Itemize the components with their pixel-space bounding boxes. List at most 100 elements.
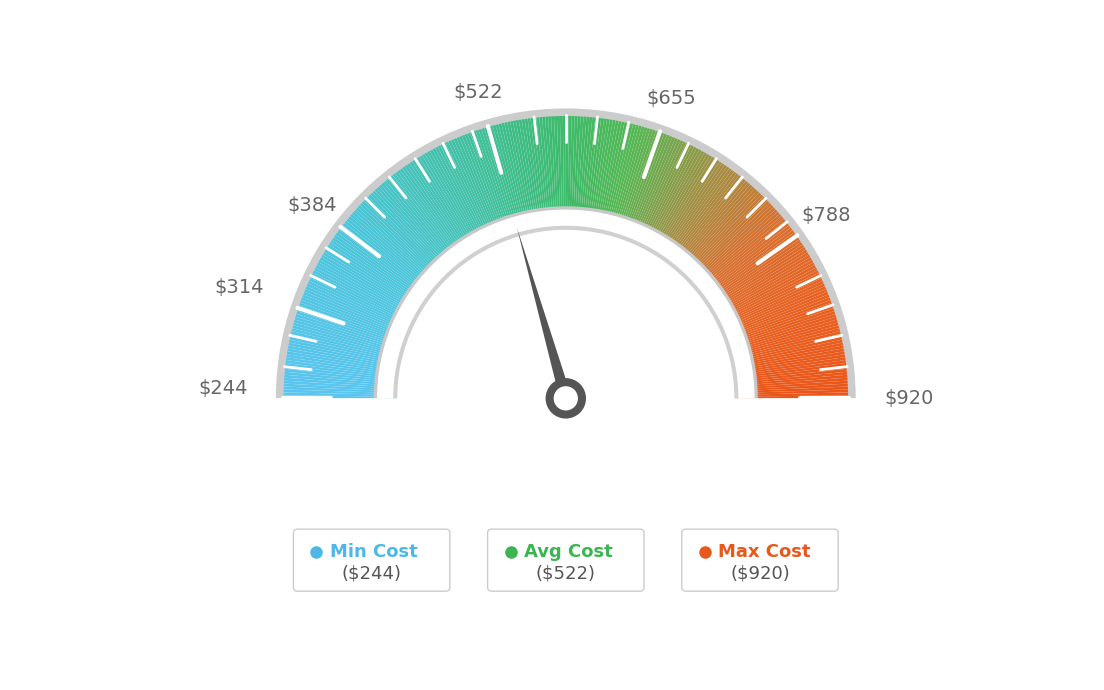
Wedge shape <box>350 213 437 288</box>
Wedge shape <box>605 123 634 233</box>
Wedge shape <box>304 288 410 334</box>
Wedge shape <box>612 126 645 235</box>
Wedge shape <box>465 133 507 239</box>
Wedge shape <box>681 190 760 275</box>
Wedge shape <box>654 156 715 254</box>
Wedge shape <box>603 122 630 233</box>
Wedge shape <box>311 273 414 324</box>
Wedge shape <box>594 119 616 231</box>
Wedge shape <box>287 348 399 370</box>
Wedge shape <box>459 135 503 241</box>
Wedge shape <box>435 146 489 248</box>
Wedge shape <box>715 264 817 319</box>
Wedge shape <box>300 297 407 339</box>
Wedge shape <box>293 319 403 353</box>
Wedge shape <box>450 139 498 243</box>
Wedge shape <box>554 115 561 228</box>
Text: ($920): ($920) <box>730 564 789 582</box>
Wedge shape <box>330 239 425 304</box>
Wedge shape <box>521 118 541 230</box>
Wedge shape <box>713 257 813 315</box>
Wedge shape <box>597 120 622 232</box>
Wedge shape <box>470 131 510 239</box>
Wedge shape <box>416 156 478 254</box>
Wedge shape <box>675 180 749 268</box>
Wedge shape <box>487 126 520 235</box>
Wedge shape <box>412 159 475 256</box>
Wedge shape <box>676 182 751 270</box>
Wedge shape <box>588 118 607 230</box>
Wedge shape <box>429 149 486 250</box>
Wedge shape <box>297 305 405 344</box>
Wedge shape <box>492 124 523 234</box>
Wedge shape <box>709 246 807 309</box>
Wedge shape <box>565 115 569 228</box>
Wedge shape <box>718 270 819 323</box>
Wedge shape <box>383 180 457 268</box>
Wedge shape <box>328 241 424 306</box>
Wedge shape <box>678 186 755 272</box>
Wedge shape <box>427 150 484 250</box>
Wedge shape <box>323 249 422 310</box>
Wedge shape <box>582 117 595 229</box>
Wedge shape <box>545 116 555 229</box>
Text: Avg Cost: Avg Cost <box>524 543 613 561</box>
Wedge shape <box>670 175 742 265</box>
Wedge shape <box>283 389 396 395</box>
Wedge shape <box>327 244 423 307</box>
Wedge shape <box>658 161 722 257</box>
Wedge shape <box>576 116 586 229</box>
Wedge shape <box>710 249 808 310</box>
Wedge shape <box>456 136 501 242</box>
Wedge shape <box>355 207 440 285</box>
Wedge shape <box>615 127 650 236</box>
Wedge shape <box>308 278 412 328</box>
Wedge shape <box>735 386 849 393</box>
Wedge shape <box>291 325 402 356</box>
Wedge shape <box>735 372 848 384</box>
Wedge shape <box>287 345 399 368</box>
Wedge shape <box>314 267 415 322</box>
Wedge shape <box>289 337 400 363</box>
Wedge shape <box>648 150 704 250</box>
Wedge shape <box>376 186 454 272</box>
Wedge shape <box>288 342 400 366</box>
Wedge shape <box>617 128 654 237</box>
Wedge shape <box>346 218 435 291</box>
Wedge shape <box>735 389 849 395</box>
Wedge shape <box>289 334 401 362</box>
Wedge shape <box>649 152 708 251</box>
Wedge shape <box>285 357 397 375</box>
Wedge shape <box>701 227 793 297</box>
Wedge shape <box>712 254 811 313</box>
Wedge shape <box>294 317 403 351</box>
Text: $788: $788 <box>802 206 851 225</box>
Wedge shape <box>567 115 572 228</box>
Wedge shape <box>363 198 446 279</box>
Wedge shape <box>700 225 792 295</box>
Wedge shape <box>671 177 744 266</box>
FancyBboxPatch shape <box>488 529 644 591</box>
Wedge shape <box>704 235 798 302</box>
Text: ($522): ($522) <box>535 564 596 582</box>
Wedge shape <box>669 172 740 264</box>
Wedge shape <box>290 328 401 358</box>
Wedge shape <box>714 259 814 317</box>
Wedge shape <box>729 317 838 351</box>
Wedge shape <box>443 142 493 246</box>
Wedge shape <box>735 384 849 391</box>
Wedge shape <box>705 237 800 303</box>
Wedge shape <box>286 351 399 372</box>
Wedge shape <box>652 155 712 253</box>
Wedge shape <box>301 294 407 337</box>
Wedge shape <box>414 158 476 255</box>
Wedge shape <box>699 222 789 294</box>
Wedge shape <box>424 152 482 251</box>
Wedge shape <box>340 225 432 295</box>
Wedge shape <box>627 134 670 240</box>
Wedge shape <box>283 381 396 389</box>
Wedge shape <box>372 190 450 275</box>
Wedge shape <box>437 145 490 247</box>
Wedge shape <box>335 232 428 300</box>
Wedge shape <box>622 131 661 239</box>
